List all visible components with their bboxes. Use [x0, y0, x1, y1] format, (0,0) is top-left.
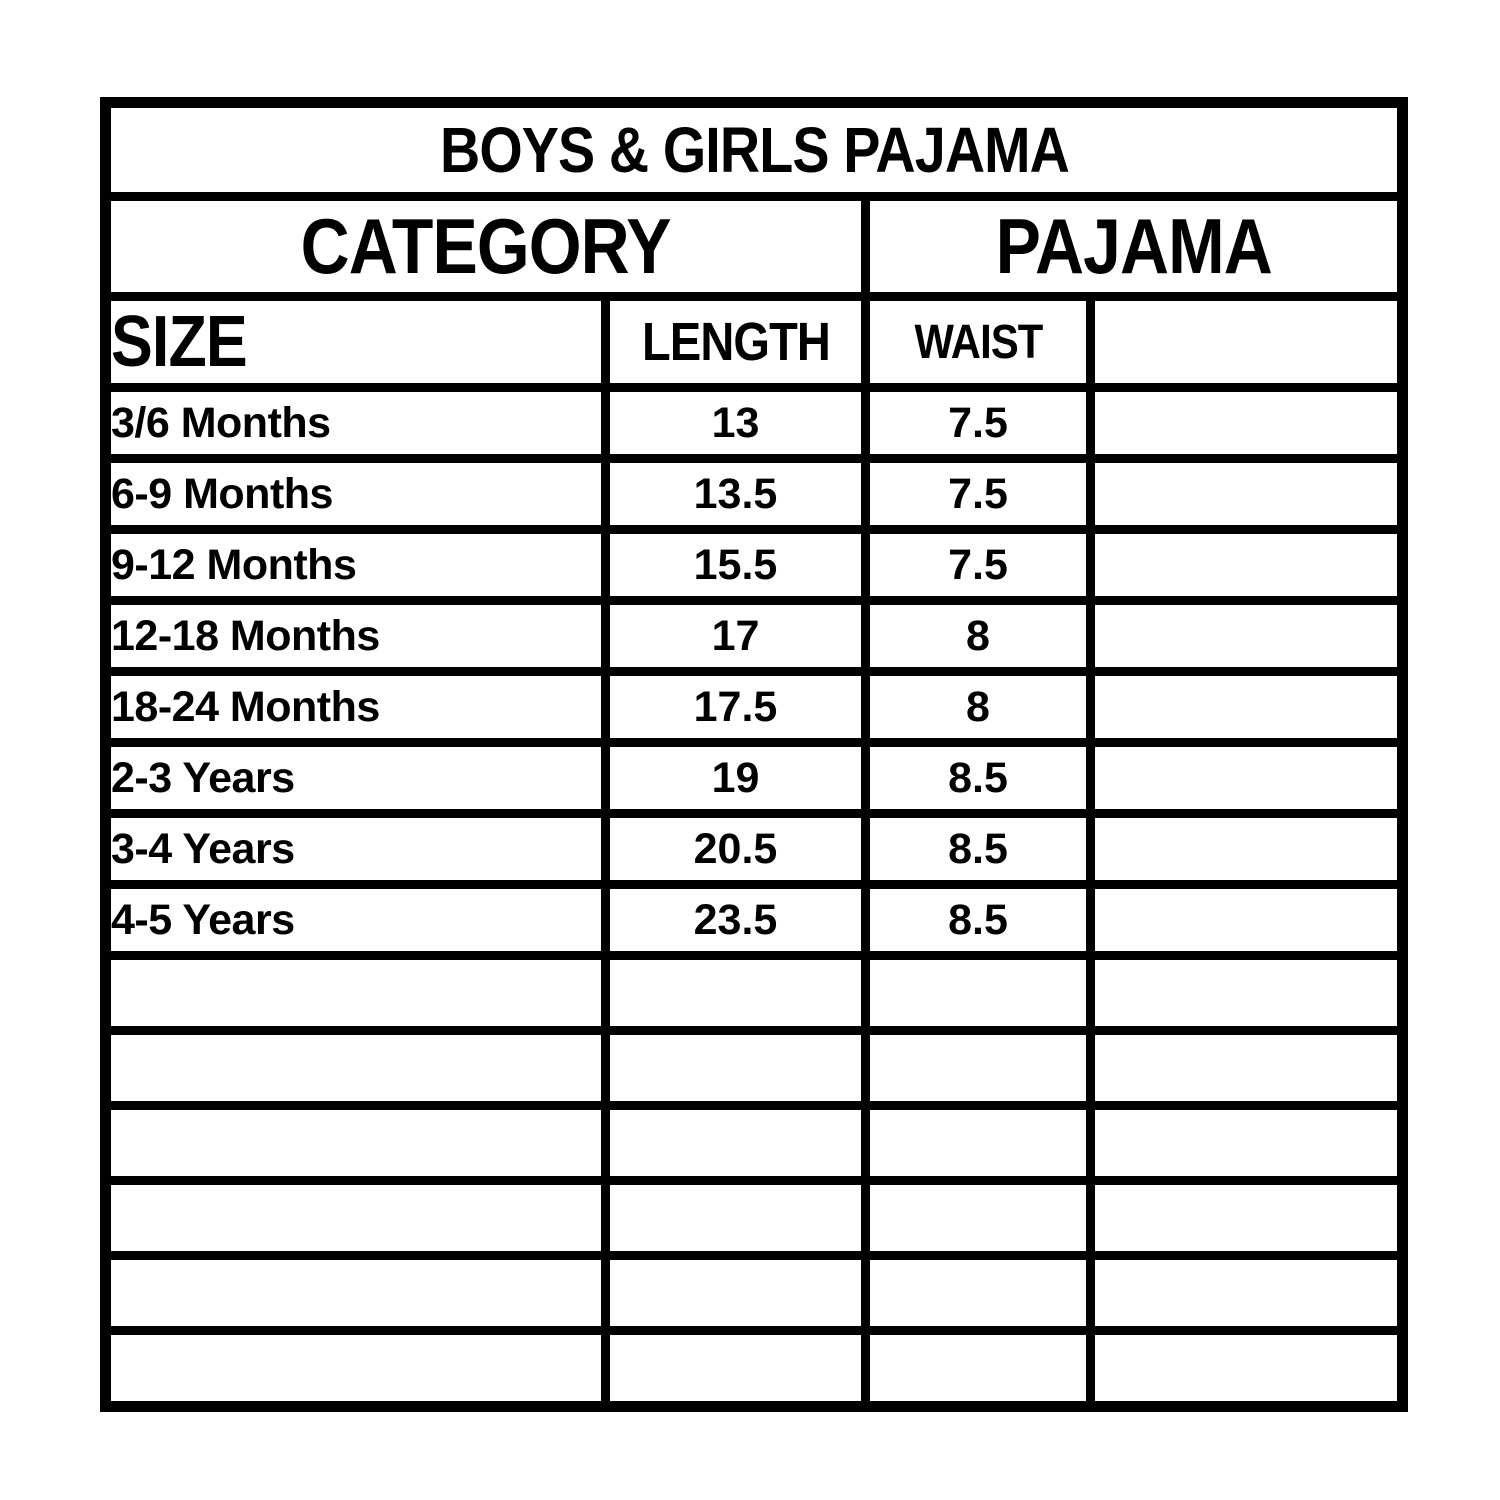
length-cell: 15.5 [601, 525, 870, 605]
empty-table-row [101, 1326, 1407, 1411]
size-cell: 18-24 Months [101, 667, 610, 747]
waist-cell: 7.5 [861, 383, 1095, 463]
size-chart-table: BOYS & GIRLS PAJAMA CATEGORY PAJAMA SIZE… [100, 97, 1408, 1412]
length-cell: 13.5 [601, 454, 870, 534]
waist-cell: 8 [861, 596, 1095, 676]
table-row: 12-18 Months 17 8 [101, 596, 1407, 676]
size-cell: 12-18 Months [101, 596, 610, 676]
empty-cell [861, 1026, 1095, 1110]
empty-table-row [101, 1101, 1407, 1185]
waist-column-header-cell: WAIST [861, 292, 1095, 392]
pajama-group-label: PAJAMA [995, 202, 1272, 290]
waist-cell: 8.5 [861, 738, 1095, 818]
size-cell: 6-9 Months [101, 454, 610, 534]
empty-cell [1086, 1251, 1407, 1335]
size-cell: 4-5 Years [101, 880, 610, 960]
table-row: 2-3 Years 19 8.5 [101, 738, 1407, 818]
empty-cell [101, 1026, 610, 1110]
category-group-label: CATEGORY [300, 202, 672, 290]
empty-cell [1086, 1101, 1407, 1185]
length-cell: 13 [601, 383, 870, 463]
empty-table-row [101, 1251, 1407, 1335]
empty-cell [601, 1251, 870, 1335]
empty-cell [101, 1176, 610, 1260]
length-cell: 23.5 [601, 880, 870, 960]
size-cell: 3-4 Years [101, 809, 610, 889]
table-row: 3/6 Months 13 7.5 [101, 383, 1407, 463]
waist-cell: 8.5 [861, 880, 1095, 960]
size-column-header: SIZE [111, 302, 248, 382]
empty-table-row [101, 951, 1407, 1035]
chart-title-cell: BOYS & GIRLS PAJAMA [101, 98, 1407, 201]
extra-cell [1086, 383, 1407, 463]
size-chart: BOYS & GIRLS PAJAMA CATEGORY PAJAMA SIZE… [100, 97, 1408, 1412]
table-row: 9-12 Months 15.5 7.5 [101, 525, 1407, 605]
size-cell: 3/6 Months [101, 383, 610, 463]
empty-table-row [101, 1176, 1407, 1260]
extra-cell [1086, 525, 1407, 605]
empty-cell [861, 1176, 1095, 1260]
empty-cell [601, 1101, 870, 1185]
empty-cell [1086, 1026, 1407, 1110]
length-cell: 20.5 [601, 809, 870, 889]
extra-cell [1086, 667, 1407, 747]
column-header-row: SIZE LENGTH WAIST [101, 292, 1407, 392]
waist-cell: 7.5 [861, 525, 1095, 605]
category-group-cell: CATEGORY [101, 192, 870, 301]
empty-cell [861, 1251, 1095, 1335]
extra-cell [1086, 880, 1407, 960]
extra-cell [1086, 454, 1407, 534]
empty-cell [601, 1326, 870, 1411]
empty-cell [601, 1026, 870, 1110]
chart-title: BOYS & GIRLS PAJAMA [439, 114, 1069, 186]
table-row: 18-24 Months 17.5 8 [101, 667, 1407, 747]
waist-cell: 7.5 [861, 454, 1095, 534]
title-row: BOYS & GIRLS PAJAMA [101, 98, 1407, 201]
length-cell: 17.5 [601, 667, 870, 747]
empty-cell [601, 951, 870, 1035]
extra-cell [1086, 596, 1407, 676]
length-cell: 17 [601, 596, 870, 676]
table-row: 3-4 Years 20.5 8.5 [101, 809, 1407, 889]
waist-cell: 8 [861, 667, 1095, 747]
extra-cell [1086, 809, 1407, 889]
empty-cell [1086, 1326, 1407, 1411]
table-row: 6-9 Months 13.5 7.5 [101, 454, 1407, 534]
size-cell: 9-12 Months [101, 525, 610, 605]
empty-cell [861, 951, 1095, 1035]
waist-column-header: WAIST [914, 315, 1043, 369]
empty-cell [101, 951, 610, 1035]
group-header-row: CATEGORY PAJAMA [101, 192, 1407, 301]
pajama-group-cell: PAJAMA [861, 192, 1407, 301]
empty-cell [101, 1101, 610, 1185]
empty-cell [101, 1251, 610, 1335]
empty-cell [1086, 951, 1407, 1035]
empty-cell [601, 1176, 870, 1260]
length-cell: 19 [601, 738, 870, 818]
waist-cell: 8.5 [861, 809, 1095, 889]
empty-cell [101, 1326, 610, 1411]
empty-cell [861, 1101, 1095, 1185]
size-cell: 2-3 Years [101, 738, 610, 818]
empty-table-row [101, 1026, 1407, 1110]
length-column-header-cell: LENGTH [601, 292, 870, 392]
empty-cell [861, 1326, 1095, 1411]
blank-column-header-cell [1086, 292, 1407, 392]
extra-cell [1086, 738, 1407, 818]
size-column-header-cell: SIZE [101, 292, 610, 392]
table-row: 4-5 Years 23.5 8.5 [101, 880, 1407, 960]
length-column-header: LENGTH [641, 312, 831, 372]
empty-cell [1086, 1176, 1407, 1260]
